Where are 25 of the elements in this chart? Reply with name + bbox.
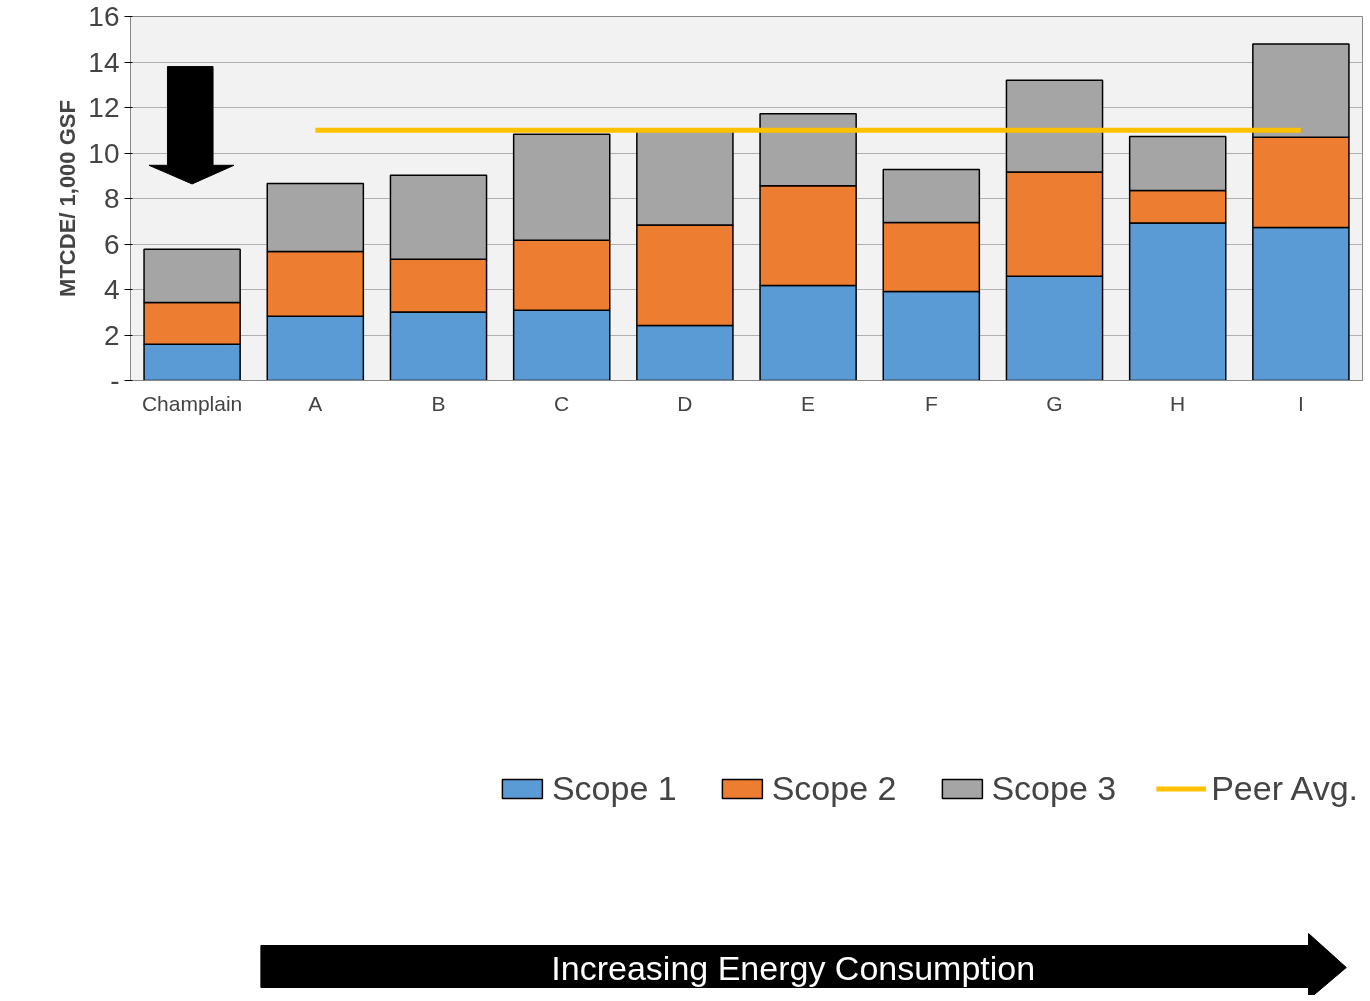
y-tick-label: 2: [103, 319, 120, 351]
x-tick-label: D: [677, 391, 693, 415]
legend-label: Scope 1: [551, 768, 677, 808]
y-tick-label: -: [110, 365, 120, 396]
y-tick-label: 10: [88, 137, 120, 169]
y-tick-label: 8: [103, 183, 120, 214]
y-tick-label: 4: [103, 274, 120, 305]
x-tick-label: F: [924, 391, 938, 415]
y-tick-label: 12: [88, 92, 120, 123]
x-tick-label: I: [1297, 391, 1304, 415]
y-tick-label: 6: [103, 228, 120, 260]
x-tick-label: A: [308, 391, 323, 415]
x-tick-label: C: [554, 391, 570, 415]
x-tick-label: G: [1046, 391, 1063, 415]
y-tick-label: 14: [88, 46, 120, 78]
x-tick-label: Champlain: [141, 391, 243, 415]
x-tick-label: H: [1170, 391, 1186, 415]
y-axis-title: MTCDE/ 1,000 GSF: [55, 100, 81, 297]
y-tick-label: 16: [88, 1, 120, 32]
legend-label: Peer Avg.: [1211, 768, 1358, 808]
x-tick-label: E: [801, 391, 816, 415]
x-tick-label: B: [431, 391, 446, 415]
text: Increasing Energy Consumption: [551, 948, 1036, 987]
legend-label: Scope 3: [991, 768, 1117, 808]
legend-label: Scope 2: [771, 768, 897, 808]
